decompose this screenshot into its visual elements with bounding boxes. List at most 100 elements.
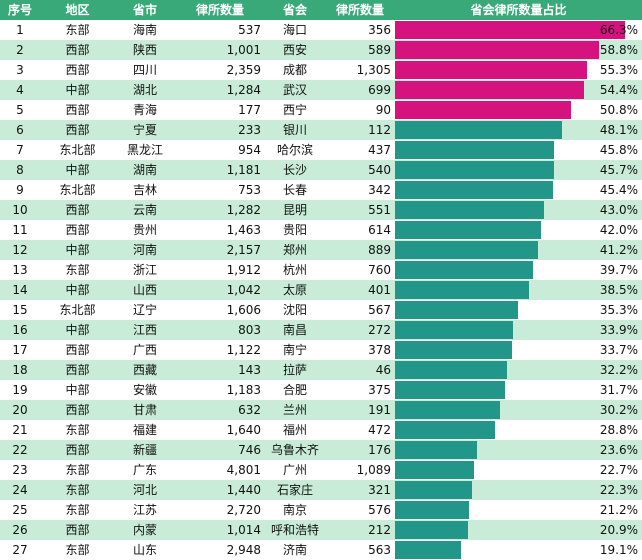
cell-no: 26 [12,523,28,537]
cell-province-firms: 1,181 [226,163,261,177]
share-label: 54.4% [599,83,638,97]
share-label: 66.3% [599,23,638,37]
cell-no: 7 [16,143,24,157]
share-bar [395,101,571,119]
cell-capital: 西宁 [282,103,307,117]
table-row: 8 中部 湖南 1,181 长沙 540 45.7% [0,160,642,180]
cell-capital: 昆明 [282,203,307,217]
table-row: 12 中部 河南 2,157 郑州 889 41.2% [0,240,642,260]
cell-region: 西部 [65,343,90,357]
share-bar [395,341,512,359]
cell-capital: 海口 [282,23,307,37]
share-label: 31.7% [599,383,638,397]
header-capital-firms: 律所数量 [325,0,395,20]
share-label: 45.7% [599,163,638,177]
cell-region: 西部 [65,123,90,137]
cell-province: 河南 [132,243,157,257]
cell-province-firms: 4,801 [226,463,261,477]
cell-capital: 哈尔滨 [276,143,313,157]
table-row: 13 东部 浙江 1,912 杭州 760 39.7% [0,260,642,280]
share-bar [395,241,538,259]
cell-capital: 呼和浩特 [270,523,319,537]
share-bar [395,181,553,199]
cell-province: 新疆 [132,443,157,457]
cell-capital-firms: 437 [368,143,391,157]
table-row: 11 西部 贵州 1,463 贵阳 614 42.0% [0,220,642,240]
share-label: 28.8% [599,423,638,437]
cell-no: 17 [12,343,28,357]
cell-capital: 南宁 [282,343,307,357]
cell-province: 海南 [132,23,157,37]
cell-province: 辽宁 [132,303,157,317]
cell-capital: 福州 [282,423,307,437]
cell-province: 贵州 [132,223,157,237]
cell-province: 江苏 [132,503,157,517]
cell-capital-firms: 378 [368,343,391,357]
cell-capital-firms: 563 [368,543,391,557]
share-bar [395,41,599,59]
cell-region: 西部 [65,223,90,237]
share-label: 19.1% [599,543,638,557]
table-row: 14 中部 山西 1,042 太原 401 38.5% [0,280,642,300]
cell-no: 11 [12,223,28,237]
cell-province-firms: 1,001 [226,43,261,57]
cell-province-firms: 143 [238,363,261,377]
share-bar [395,461,474,479]
cell-province-firms: 954 [238,143,261,157]
cell-capital-firms: 540 [368,163,391,177]
share-bar [395,481,472,499]
cell-capital-firms: 760 [368,263,391,277]
cell-province: 四川 [132,63,157,77]
share-label: 22.3% [599,483,638,497]
cell-province: 江西 [132,323,157,337]
cell-no: 9 [16,183,24,197]
cell-province-firms: 1,912 [226,263,261,277]
cell-province: 宁夏 [132,123,157,137]
header-capital: 省会 [265,0,325,20]
cell-capital-firms: 589 [368,43,391,57]
share-bar [395,401,500,419]
cell-region: 中部 [65,243,90,257]
cell-province: 甘肃 [132,403,157,417]
cell-province-firms: 1,014 [226,523,261,537]
share-label: 22.7% [599,463,638,477]
share-bar [395,301,518,319]
header-share: 省会律所数量占比 [395,0,642,20]
cell-province-firms: 632 [238,403,261,417]
cell-no: 20 [12,403,28,417]
cell-region: 东部 [65,423,90,437]
cell-no: 5 [16,103,24,117]
cell-capital-firms: 699 [368,83,391,97]
cell-capital: 武汉 [282,83,307,97]
cell-province-firms: 2,720 [226,503,261,517]
cell-no: 6 [16,123,24,137]
table-row: 16 中部 江西 803 南昌 272 33.9% [0,320,642,340]
share-bar [395,121,562,139]
cell-province-firms: 2,157 [226,243,261,257]
cell-capital-firms: 212 [368,523,391,537]
cell-no: 24 [12,483,28,497]
cell-province-firms: 1,463 [226,223,261,237]
cell-no: 8 [16,163,24,177]
cell-no: 13 [12,263,28,277]
cell-no: 23 [12,463,28,477]
share-bar [395,381,505,399]
share-bar [395,541,461,559]
cell-province-firms: 1,284 [226,83,261,97]
share-label: 50.8% [599,103,638,117]
share-bar [395,61,587,79]
table-row: 17 西部 广西 1,122 南宁 378 33.7% [0,340,642,360]
table-row: 2 西部 陕西 1,001 西安 589 58.8% [0,40,642,60]
table-row: 21 东部 福建 1,640 福州 472 28.8% [0,420,642,440]
cell-no: 22 [12,443,28,457]
cell-province-firms: 1,282 [226,203,261,217]
share-bar [395,321,513,339]
cell-region: 东部 [65,543,90,557]
table-row: 10 西部 云南 1,282 昆明 551 43.0% [0,200,642,220]
share-label: 41.2% [599,243,638,257]
cell-no: 16 [12,323,28,337]
cell-capital-firms: 551 [368,203,391,217]
share-bar [395,261,533,279]
cell-capital-firms: 112 [368,123,391,137]
table-row: 22 西部 新疆 746 乌鲁木齐 176 23.6% [0,440,642,460]
